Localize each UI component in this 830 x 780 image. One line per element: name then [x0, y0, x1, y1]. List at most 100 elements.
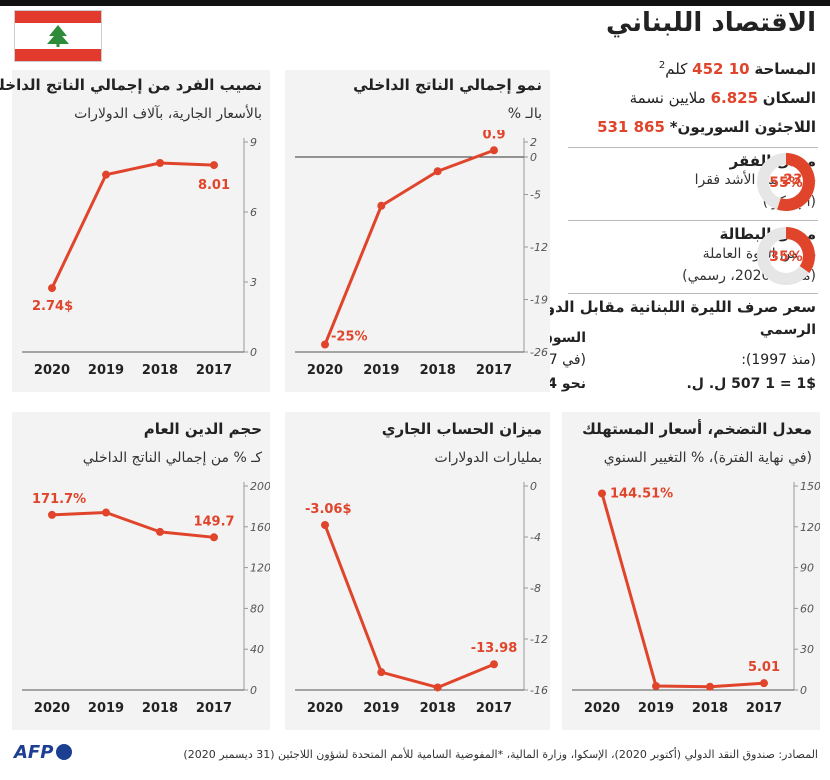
area-unit: كلم — [665, 60, 688, 78]
x-tick-label: 2020 — [307, 701, 343, 716]
afp-logo-text: AFP — [14, 742, 54, 763]
poverty-donut-arc — [777, 153, 815, 211]
afp-logo: AFP — [14, 742, 73, 763]
chart-title: نصيب الفرد من إجمالي الناتج الداخلي — [0, 76, 262, 94]
chart-title: حجم الدين العام — [143, 420, 262, 438]
x-tick-label: 2018 — [142, 701, 178, 716]
population-unit: ملايين نسمة — [629, 89, 706, 107]
chart-panel-current-account: ميزان الحساب الجاري بمليارات الدولارات 0… — [285, 412, 550, 730]
x-tick-label: 2019 — [363, 363, 399, 378]
data-point — [490, 146, 498, 155]
data-point — [598, 489, 606, 498]
x-tick-label: 2019 — [638, 701, 674, 716]
y-tick-label: 0 — [250, 346, 257, 359]
refugees-line: اللاجئون السوريون* 865 531 — [597, 118, 816, 136]
y-tick-label: 40 — [250, 643, 264, 656]
population-label: السكان — [762, 89, 816, 107]
chart-panel-gdp-growth: نمو إجمالي الناتج الداخلي بالـ % 2 0 -5 -12… — [285, 70, 550, 392]
data-label: 0.9 — [482, 130, 505, 142]
y-tick-label: 160 — [250, 521, 270, 534]
series-line — [323, 524, 495, 689]
chart-subtitle: بالـ % — [507, 106, 542, 122]
y-tick-label: -26 — [530, 346, 548, 359]
divider — [568, 147, 818, 148]
data-label: 149.7 — [193, 514, 234, 529]
data-point — [433, 167, 442, 176]
x-tick-label: 2020 — [34, 363, 70, 378]
data-point — [48, 510, 56, 519]
chart-gdp-per-capita: 0 3 6 9 2020 2019 2018 2017 2.74$ 8.01 — [22, 136, 257, 378]
series-line — [50, 161, 215, 289]
y-tick-label: 0 — [800, 684, 807, 697]
series-line — [600, 493, 765, 689]
data-label: -13.98 — [471, 641, 518, 656]
chart-panel-public-debt: حجم الدين العام كـ % من إجمالي الناتج ال… — [12, 412, 270, 730]
data-point — [102, 508, 110, 517]
x-tick-label: 2018 — [420, 701, 456, 716]
data-point — [760, 679, 768, 688]
y-tick-label: 6 — [250, 206, 257, 219]
top-bar — [0, 0, 830, 6]
y-tick-label: -12 — [530, 633, 548, 646]
data-label: 5.01 — [748, 660, 780, 675]
data-label: 2.74$ — [32, 299, 73, 314]
x-tick-label: 2018 — [692, 701, 728, 716]
refugees-label: اللاجئون السوريون* — [669, 118, 816, 136]
population-value: 6.825 — [710, 89, 759, 107]
y-tick-label: -12 — [530, 241, 548, 254]
data-label: -25% — [331, 330, 368, 345]
data-point — [48, 284, 56, 293]
y-tick-label: 0 — [250, 684, 257, 697]
exchange-title: سعر صرف الليرة اللبنانية مقابل الدولار — [525, 298, 816, 316]
exchange-official-title: الرسمي — [759, 322, 816, 338]
exchange-official-since: (منذ 1997): — [741, 352, 816, 368]
data-point — [210, 161, 218, 170]
y-tick-label: -5 — [530, 189, 541, 202]
chart-inflation: 0 30 60 90 120 150 2020 2019 2018 2017 144.51% 5.01 — [572, 480, 820, 716]
poverty-donut-label: 55% — [769, 175, 803, 191]
x-tick-label: 2020 — [307, 363, 343, 378]
chart-subtitle: بالأسعار الجارية، بآلاف الدولارات — [74, 106, 262, 122]
chart-gdp-growth: 2 0 -5 -12 -19 -26 2020 2019 2018 2017 -25% 0.9 — [295, 130, 548, 378]
chart-subtitle: (في نهاية الفترة)، % التغيير السنوي — [603, 450, 812, 466]
data-point — [377, 668, 386, 677]
refugees-value: 865 531 — [597, 118, 665, 136]
chart-panel-gdp-per-capita: نصيب الفرد من إجمالي الناتج الداخلي بالأ… — [0, 70, 270, 392]
data-point — [321, 340, 329, 349]
data-label: -3.06$ — [305, 502, 352, 517]
y-tick-label: 120 — [250, 562, 270, 575]
y-tick-label: 90 — [800, 562, 814, 575]
x-tick-label: 2019 — [363, 701, 399, 716]
x-tick-label: 2017 — [476, 363, 512, 378]
x-tick-label: 2019 — [88, 701, 124, 716]
y-tick-label: 30 — [800, 643, 814, 656]
chart-subtitle: بمليارات الدولارات — [434, 450, 542, 466]
y-tick-label: -8 — [530, 582, 541, 595]
y-tick-label: 0 — [530, 151, 537, 164]
data-label: 144.51% — [610, 486, 673, 501]
data-point — [377, 201, 386, 210]
page-title: الاقتصاد اللبناني — [605, 8, 816, 38]
exchange-official-value: 1$ = 1 507 ل. ل. — [686, 376, 816, 392]
y-tick-label: 9 — [250, 136, 257, 149]
afp-dot-icon — [56, 744, 73, 760]
chart-title: ميزان الحساب الجاري — [381, 420, 542, 438]
data-point — [156, 159, 164, 167]
series-line — [51, 511, 215, 539]
y-tick-label: -19 — [530, 294, 548, 307]
data-point — [102, 170, 110, 179]
x-tick-label: 2017 — [746, 701, 782, 716]
y-tick-label: 200 — [250, 480, 270, 493]
population-line: السكان 6.825 ملايين نسمة — [630, 89, 816, 107]
unemployment-donut: 35% — [757, 227, 815, 285]
divider — [568, 293, 818, 294]
data-label: 171.7% — [32, 492, 86, 507]
x-tick-label: 2017 — [196, 701, 232, 716]
x-tick-label: 2018 — [420, 363, 456, 378]
unemployment-donut-label: 35% — [769, 249, 803, 265]
data-point — [210, 533, 218, 542]
data-label: 8.01 — [198, 178, 230, 193]
unemployment-donut-arc — [785, 227, 815, 274]
y-tick-label: 2 — [530, 136, 537, 149]
footer-sources: المصادر: صندوق النقد الدولي (أكتوبر 2020… — [183, 748, 818, 761]
